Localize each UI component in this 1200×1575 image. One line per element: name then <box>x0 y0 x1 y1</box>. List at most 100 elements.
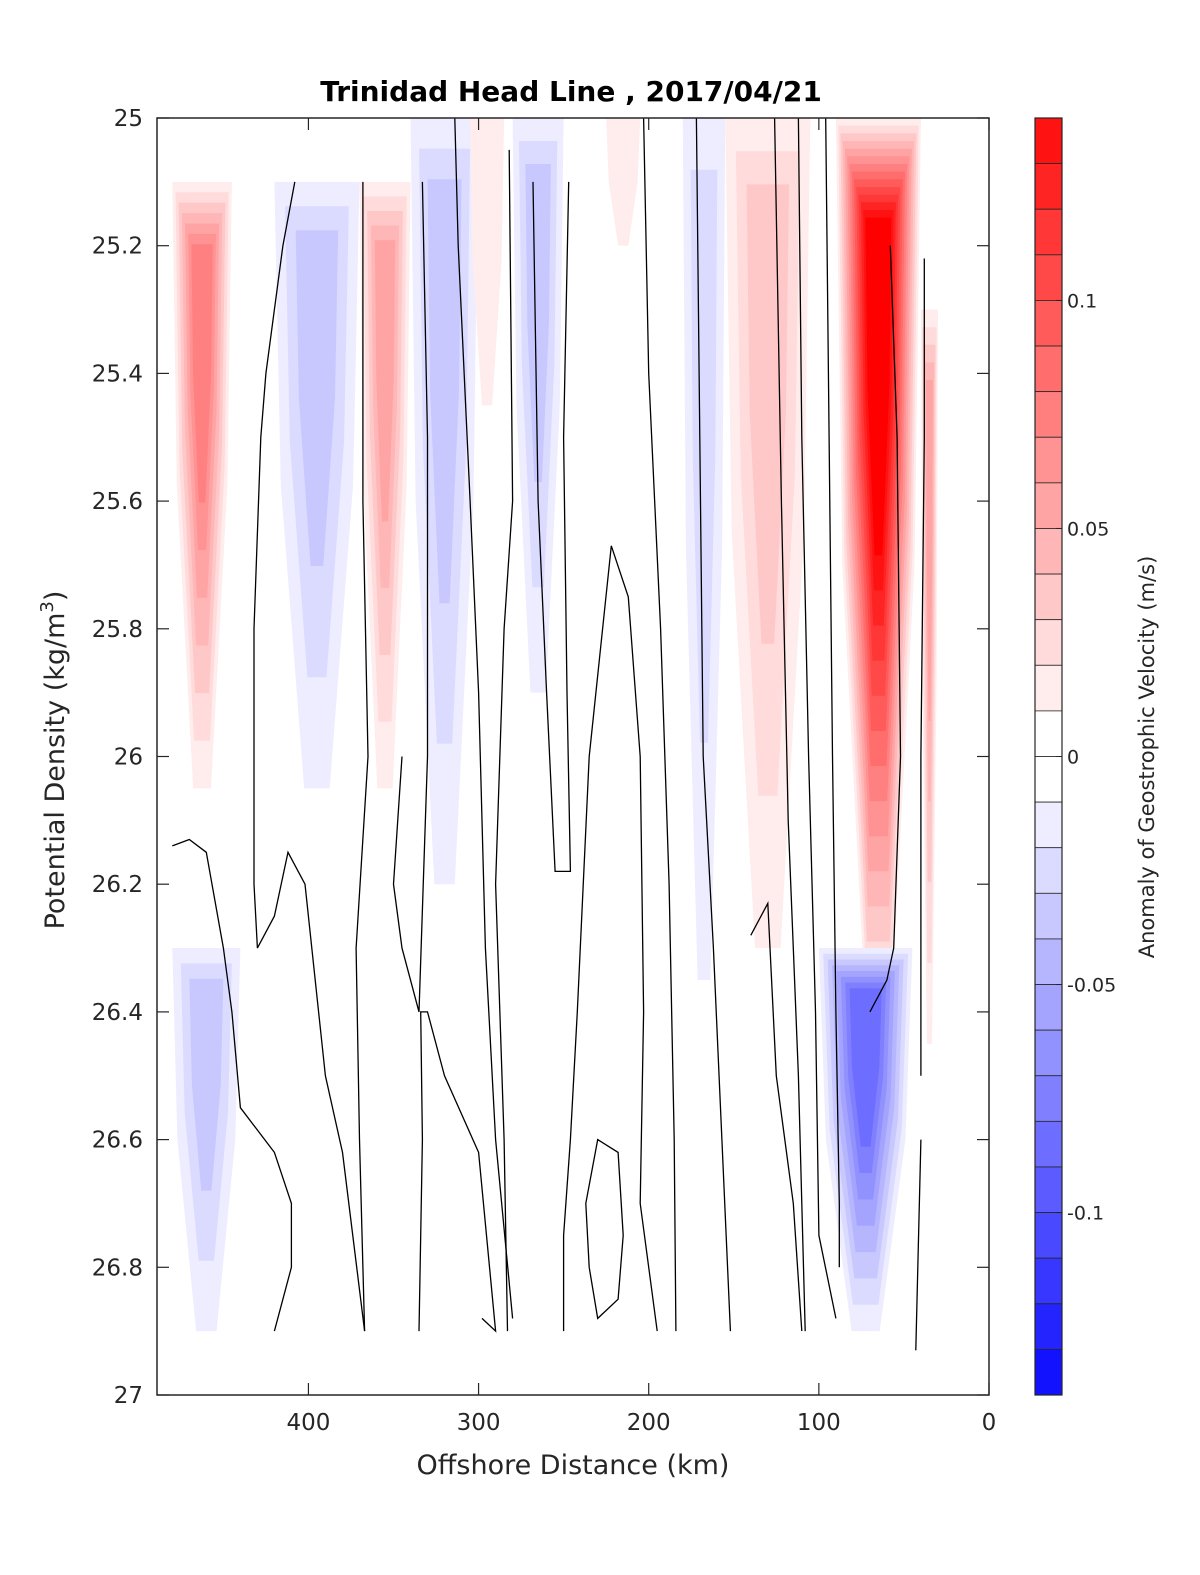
colorbar-band <box>1034 573 1063 621</box>
velocity-band-nearshore-positive <box>920 309 938 1044</box>
colorbar-tick-label: 0.05 <box>1067 518 1109 540</box>
colorbar-band <box>1034 254 1063 301</box>
colorbar-band <box>1034 345 1063 393</box>
x-tick-label: 100 <box>797 1410 841 1436</box>
colorbar-band <box>1034 801 1063 849</box>
zero-contour-line <box>454 118 514 1319</box>
contour-fill-level <box>295 230 339 567</box>
colorbar-band <box>1034 1303 1063 1350</box>
zero-contour-line <box>256 850 366 1332</box>
zero-contour-line <box>920 258 925 1076</box>
y-tick-label: 26.8 <box>92 1255 143 1281</box>
x-tick-label: 400 <box>286 1410 330 1436</box>
colorbar-band <box>1034 117 1063 165</box>
x-axis-label: Offshore Distance (km) <box>417 1450 730 1481</box>
colorbar-band <box>1034 391 1063 438</box>
contour-fills <box>172 118 938 1332</box>
velocity-band-positive-215km <box>606 118 641 246</box>
zero-contour-line <box>797 118 837 1319</box>
zero-contour-line <box>355 181 369 1332</box>
colorbar-band <box>1034 847 1063 894</box>
colorbar-band <box>1034 892 1063 940</box>
velocity-band-coastal-negative-deep <box>818 948 913 1332</box>
y-axis-label-suffix: ) <box>40 591 71 602</box>
y-tick-label: 26.6 <box>92 1128 143 1154</box>
colorbar-bands <box>1034 117 1063 1396</box>
y-axis-label-superscript: 3 <box>37 601 58 612</box>
colorbar-band <box>1034 482 1063 529</box>
y-axis-label: Potential Density (kg/m3) <box>37 591 71 930</box>
colorbar-band <box>1034 1029 1063 1077</box>
colorbar-band <box>1034 1348 1063 1396</box>
zero-contour-line <box>392 181 429 1013</box>
colorbar-tick-label: 0.1 <box>1067 290 1097 312</box>
y-tick-label: 26.2 <box>92 872 143 898</box>
colorbar-band <box>1034 1257 1063 1305</box>
x-tick-label: 300 <box>457 1410 501 1436</box>
zero-contour-line <box>562 545 658 1332</box>
x-tick-label: 200 <box>627 1410 671 1436</box>
y-tick-label: 25 <box>114 106 143 132</box>
y-tick-label: 25.8 <box>92 617 143 643</box>
zero-contour-line <box>418 1011 497 1333</box>
y-tick-label: 25.6 <box>92 489 143 515</box>
y-tick-label: 26.4 <box>92 1000 143 1026</box>
zero-contour-line <box>172 838 293 1332</box>
zero-contour-line <box>494 149 514 1332</box>
contour-fill-level <box>606 118 641 246</box>
colorbar-band <box>1034 938 1063 985</box>
colorbar-band <box>1034 163 1063 210</box>
y-tick-label: 27 <box>114 1383 143 1409</box>
zero-contour-line <box>750 901 803 1332</box>
contour-fill-level <box>470 118 505 406</box>
colorbar-band <box>1034 710 1063 757</box>
zero-contour-line <box>642 118 677 1332</box>
velocity-band-negative-390km <box>274 181 360 789</box>
velocity-band-positive-350km <box>359 181 411 789</box>
x-axis-ticks: 400 300 200 100 0 <box>286 118 996 1436</box>
colorbar-band <box>1034 528 1063 575</box>
colorbar-tick-label: -0.1 <box>1067 1203 1104 1225</box>
contour-fill-level <box>690 169 718 743</box>
velocity-band-negative-260km <box>512 118 564 693</box>
contour-fill-level <box>865 217 892 556</box>
contour-fill-level <box>191 244 213 503</box>
x-tick-label: 0 <box>982 1410 997 1436</box>
zero-contours <box>172 118 925 1351</box>
colorbar-label: Anomaly of Geostrophic Velocity (m/s) <box>1135 556 1159 959</box>
contour-fill-level <box>189 978 224 1191</box>
y-axis-label-main: Potential Density (kg/m <box>40 613 71 930</box>
contour-fill-level <box>926 380 933 721</box>
zero-contour-line <box>253 181 296 949</box>
colorbar-band <box>1034 1075 1063 1122</box>
colorbar: 0.1 0.05 0 -0.05 -0.1 Anomaly of Geostrophic… <box>1034 117 1159 1396</box>
y-tick-label: 25.4 <box>92 361 143 387</box>
colorbar-band <box>1034 1212 1063 1259</box>
plot-area: 400 300 200 100 0 25 25.2 25.4 25.6 25.8 26 26.2 26… <box>92 106 997 1436</box>
contour-fill-level <box>525 163 551 482</box>
velocity-band-positive-295km <box>470 118 505 406</box>
colorbar-tick-label: -0.05 <box>1067 975 1116 997</box>
zero-contour-line <box>825 118 840 1268</box>
zero-contour-line <box>869 245 902 1013</box>
zero-contour-line <box>773 118 806 1332</box>
velocity-band-far-offshore-negative-deep <box>172 948 241 1332</box>
contour-fill-level <box>849 988 882 1147</box>
contour-fill-level <box>374 240 396 522</box>
colorbar-ticks: 0.1 0.05 0 -0.05 -0.1 <box>1056 290 1116 1225</box>
colorbar-band <box>1034 300 1063 347</box>
zero-contour-line <box>915 1139 922 1351</box>
y-axis-ticks: 25 25.2 25.4 25.6 25.8 26 26.2 26.4 26.6 26.8 27 <box>92 106 989 1409</box>
chart-title: Trinidad Head Line , 2017/04/21 <box>320 75 822 108</box>
y-tick-label: 26 <box>114 745 143 771</box>
colorbar-tick-label: 0 <box>1067 747 1079 769</box>
colorbar-band <box>1034 436 1063 484</box>
zero-contour-line <box>585 1138 624 1320</box>
colorbar-band <box>1034 756 1063 803</box>
velocity-band-far-offshore-positive <box>172 181 232 789</box>
colorbar-band <box>1034 208 1063 256</box>
colorbar-band <box>1034 1120 1063 1168</box>
zero-contour-line <box>695 118 732 1332</box>
contour-fill-level <box>427 179 462 604</box>
